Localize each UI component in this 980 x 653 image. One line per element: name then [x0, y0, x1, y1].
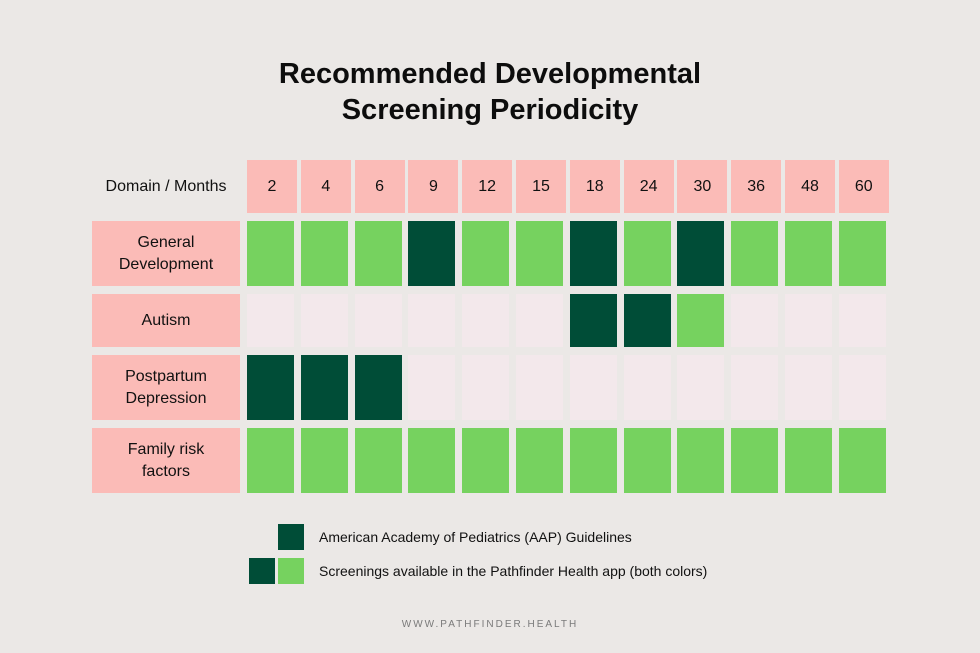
month-header-30: 30: [677, 160, 728, 213]
cell-none: [516, 355, 563, 420]
row-label: Family risk factors: [92, 428, 240, 493]
cell-app: [247, 221, 294, 286]
footer-url: WWW.PATHFINDER.HEALTH: [401, 619, 579, 630]
month-header-6: 6: [354, 160, 405, 213]
title-line-1: Recommended Developmental: [278, 58, 702, 90]
cell-app: [623, 221, 671, 286]
legend-swatch-aap: [277, 524, 304, 550]
cell-app: [838, 221, 886, 286]
cell-none: [462, 294, 510, 347]
cell-none: [462, 355, 510, 420]
row-label-line: Development: [118, 255, 214, 273]
legend-swatch-aap: [249, 558, 275, 584]
row-label-line: Autism: [141, 311, 191, 329]
cell-app: [462, 428, 510, 493]
cell-none: [623, 355, 671, 420]
cell-none: [300, 294, 348, 347]
legend-label: Screenings available in the Pathfinder H…: [319, 563, 708, 579]
month-header-9: 9: [408, 160, 459, 213]
month-header-12: 12: [462, 160, 513, 213]
cell-app: [623, 428, 671, 493]
cell-none: [785, 294, 832, 347]
cell-none: [408, 294, 456, 347]
row-label: Autism: [92, 294, 240, 347]
row-label: General Development: [92, 221, 240, 286]
row-label-line: General: [137, 233, 195, 251]
row-label: Postpartum Depression: [92, 355, 240, 420]
cell-none: [408, 355, 456, 420]
cell-app: [731, 428, 779, 493]
cell-aap: [623, 294, 671, 347]
cell-none: [677, 355, 725, 420]
cell-app: [516, 221, 563, 286]
cell-app: [354, 428, 402, 493]
month-header-18: 18: [569, 160, 620, 213]
cell-app: [408, 428, 456, 493]
cell-app: [247, 428, 294, 493]
cell-app: [354, 221, 402, 286]
cell-app: [462, 221, 510, 286]
cell-app: [677, 294, 725, 347]
cell-none: [731, 355, 779, 420]
legend-label: American Academy of Pediatrics (AAP) Gui…: [319, 529, 632, 545]
cell-aap: [569, 221, 617, 286]
month-header-60: 60: [838, 160, 889, 213]
cell-app: [838, 428, 886, 493]
cell-none: [731, 294, 779, 347]
cell-app: [300, 428, 348, 493]
cell-app: [785, 221, 832, 286]
cell-aap: [300, 355, 348, 420]
cell-none: [354, 294, 402, 347]
cell-aap: [677, 221, 725, 286]
row-label-line: factors: [141, 462, 190, 480]
cell-none: [247, 294, 294, 347]
cell-none: [785, 355, 832, 420]
corner-label: Domain / Months: [105, 177, 227, 195]
screening-table: Domain / Months 2 4 6 9 12 15 18 24 30 36 48 60 Gene…: [92, 160, 889, 493]
cell-none: [516, 294, 563, 347]
month-header-2: 2: [247, 160, 297, 213]
cell-none: [569, 355, 617, 420]
cell-app: [731, 221, 779, 286]
cell-none: [838, 294, 886, 347]
month-header-36: 36: [731, 160, 782, 213]
row-label-line: Family risk: [127, 440, 205, 458]
month-header-15: 15: [516, 160, 566, 213]
chart-title: Recommended Developmental Screening Peri…: [0, 56, 980, 128]
cell-app: [516, 428, 563, 493]
cell-aap: [569, 294, 617, 347]
cell-aap: [354, 355, 402, 420]
month-header-24: 24: [623, 160, 674, 213]
legend-swatch-app: [277, 558, 304, 584]
row-label-line: Depression: [125, 389, 207, 407]
cell-app: [785, 428, 832, 493]
cell-aap: [247, 355, 294, 420]
row-label-line: Postpartum: [125, 367, 207, 385]
title-line-2: Screening Periodicity: [341, 94, 639, 126]
cell-app: [677, 428, 725, 493]
month-header-48: 48: [785, 160, 835, 213]
month-header-4: 4: [300, 160, 351, 213]
cell-none: [838, 355, 886, 420]
cell-app: [569, 428, 617, 493]
cell-app: [300, 221, 348, 286]
cell-aap: [408, 221, 456, 286]
